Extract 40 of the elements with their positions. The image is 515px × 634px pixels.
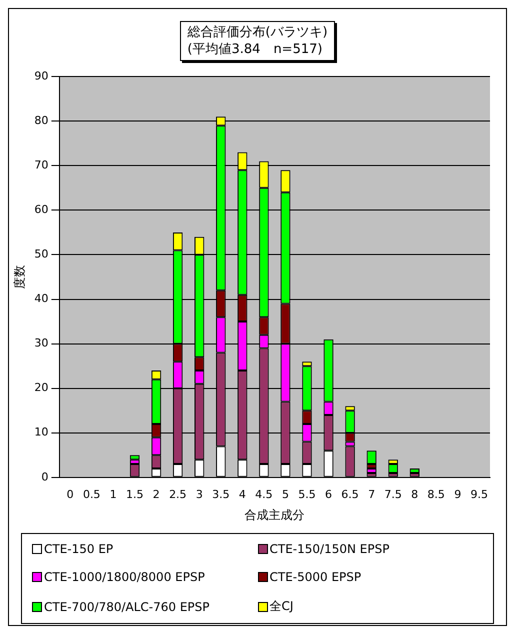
x-tick-label: 0 bbox=[66, 488, 74, 501]
x-tick-label: 5.5 bbox=[298, 488, 316, 501]
y-tick-label: 90 bbox=[34, 69, 48, 82]
x-tick-label: 1.5 bbox=[126, 488, 144, 501]
chart-title: 総合評価分布(バラツキ) bbox=[187, 24, 328, 41]
x-tick-label: 8.5 bbox=[427, 488, 445, 501]
y-tick-label: 20 bbox=[34, 381, 48, 394]
legend-label: 全CJ bbox=[270, 598, 294, 615]
y-tick-label: 80 bbox=[34, 114, 48, 127]
y-tick-label: 10 bbox=[34, 426, 48, 439]
x-tick-label: 1 bbox=[110, 488, 117, 501]
x-tick-label: 2.5 bbox=[169, 488, 187, 501]
legend-label: CTE-5000 EPSP bbox=[270, 570, 362, 584]
x-tick-label: 0.5 bbox=[82, 488, 100, 501]
chart-subtitle: (平均値3.84 n=517) bbox=[187, 41, 324, 58]
y-tick-label: 30 bbox=[34, 336, 48, 350]
y-tick-label: 50 bbox=[34, 248, 48, 261]
y-tick-label: 60 bbox=[34, 203, 48, 216]
x-tick-label: 4 bbox=[238, 488, 246, 501]
x-tick-label: 7.5 bbox=[384, 488, 402, 501]
x-tick-label: 8 bbox=[411, 488, 418, 501]
legend-label: CTE-150 EP bbox=[44, 542, 114, 556]
y-tick-label: 40 bbox=[34, 292, 48, 306]
x-tick-label: 3.5 bbox=[212, 488, 230, 501]
y-tick-label: 0 bbox=[41, 470, 48, 484]
legend-label: CTE-1000/1800/8000 EPSP bbox=[44, 570, 205, 584]
x-tick-label: 2 bbox=[152, 488, 160, 501]
legend-label: CTE-150/150N EPSP bbox=[270, 542, 390, 556]
y-tick-label: 70 bbox=[34, 158, 48, 172]
x-tick-label: 9.5 bbox=[470, 488, 488, 501]
x-tick-label: 6.5 bbox=[341, 488, 359, 501]
legend-label: CTE-700/780/ALC-760 EPSP bbox=[44, 600, 210, 614]
x-tick-label: 5 bbox=[282, 488, 289, 501]
x-tick-label: 3 bbox=[196, 488, 203, 501]
y-axis-title: 度数 bbox=[12, 265, 26, 289]
x-tick-label: 4.5 bbox=[255, 488, 273, 501]
x-tick-label: 9 bbox=[454, 488, 462, 501]
x-axis-title: 合成主成分 bbox=[244, 508, 305, 522]
x-tick-label: 7 bbox=[368, 488, 376, 501]
x-tick-label: 6 bbox=[325, 488, 332, 501]
